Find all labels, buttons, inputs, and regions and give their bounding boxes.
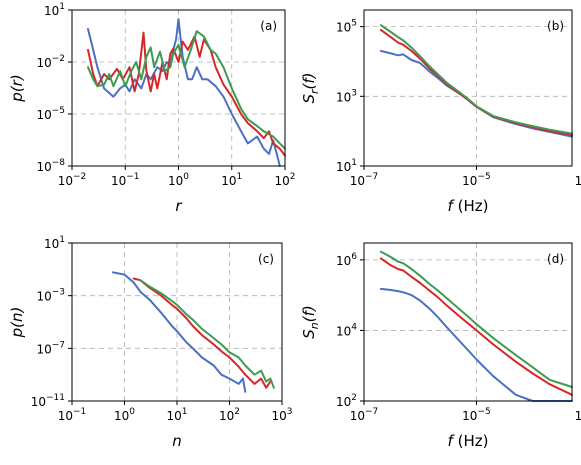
y-tick-label: 103 xyxy=(336,88,357,104)
x-tick-label: 100 xyxy=(114,407,135,423)
y-axis-label: p(n) xyxy=(8,307,26,339)
y-tick-label: 104 xyxy=(336,322,357,338)
panel-a: 10−2 10−1 100 101 102 10−8 10−5 10−2 101 (a) r p(r) xyxy=(8,2,296,215)
x-axis-label: r xyxy=(175,197,182,215)
y-axis-label: Sr(f) xyxy=(300,72,321,103)
series-blue-line xyxy=(87,18,281,167)
x-tick-label: 102 xyxy=(274,172,295,188)
series-green-line xyxy=(379,24,573,135)
x-tick-label: 10−5 xyxy=(462,172,491,188)
series-green-line xyxy=(139,279,275,389)
x-tick-label: 101 xyxy=(221,172,242,188)
y-tick-label: 10−11 xyxy=(31,393,65,409)
panel-d: 10−7 10−5 10−3 102 104 106 (d) f (Hz) Sn(f) xyxy=(300,242,581,450)
x-tick-label: 10−7 xyxy=(350,172,379,188)
y-tick-label: 101 xyxy=(336,158,357,174)
series-green-line xyxy=(87,30,286,150)
series-blue-line xyxy=(111,271,247,393)
x-tick-label: 10−2 xyxy=(58,172,87,188)
plot-frame xyxy=(71,242,283,402)
x-tick-label: 10−1 xyxy=(58,407,87,423)
x-tick-label: 103 xyxy=(271,407,292,423)
x-tick-label: 100 xyxy=(168,172,189,188)
panel-label: (d) xyxy=(547,252,564,266)
panel-c: 10−1 100 101 102 103 10−11 10−7 10−3 101 (c) n p(n) xyxy=(8,235,293,450)
y-tick-label: 10−8 xyxy=(36,158,65,174)
panel-label: (c) xyxy=(258,252,274,266)
series-green-line xyxy=(379,250,573,388)
x-axis-label: n xyxy=(172,432,182,450)
y-tick-label: 10−5 xyxy=(36,106,65,122)
x-tick-label: 10−5 xyxy=(462,407,491,423)
panel-label: (b) xyxy=(547,19,564,33)
series-blue-line xyxy=(379,287,573,402)
x-tick-label: 10−7 xyxy=(350,407,379,423)
x-tick-label: 10−3 xyxy=(575,407,581,423)
y-axis-label: p(r) xyxy=(8,74,26,102)
y-tick-label: 10−2 xyxy=(36,54,65,70)
x-tick-label: 10−1 xyxy=(111,172,140,188)
y-tick-label: 102 xyxy=(336,393,357,409)
y-tick-label: 101 xyxy=(44,2,65,18)
y-tick-label: 10−7 xyxy=(36,340,65,356)
panel-b: 10−7 10−5 10−3 101 103 105 (b) f (Hz) Sr(f) xyxy=(300,9,581,215)
series-red-line xyxy=(132,277,272,389)
x-axis-label: f (Hz) xyxy=(448,432,489,450)
plot-frame xyxy=(363,242,573,402)
x-tick-label: 10−3 xyxy=(575,172,581,188)
y-axis-label: Sn(f) xyxy=(300,305,321,339)
y-tick-label: 101 xyxy=(44,235,65,251)
x-tick-label: 101 xyxy=(166,407,187,423)
plot-frame xyxy=(363,9,573,167)
x-tick-label: 102 xyxy=(219,407,240,423)
panel-label: (a) xyxy=(260,19,277,33)
y-tick-label: 105 xyxy=(336,19,357,35)
y-tick-label: 10−3 xyxy=(36,288,65,304)
series-red-line xyxy=(379,257,573,396)
x-axis-label: f (Hz) xyxy=(448,197,489,215)
y-tick-label: 106 xyxy=(336,252,357,268)
